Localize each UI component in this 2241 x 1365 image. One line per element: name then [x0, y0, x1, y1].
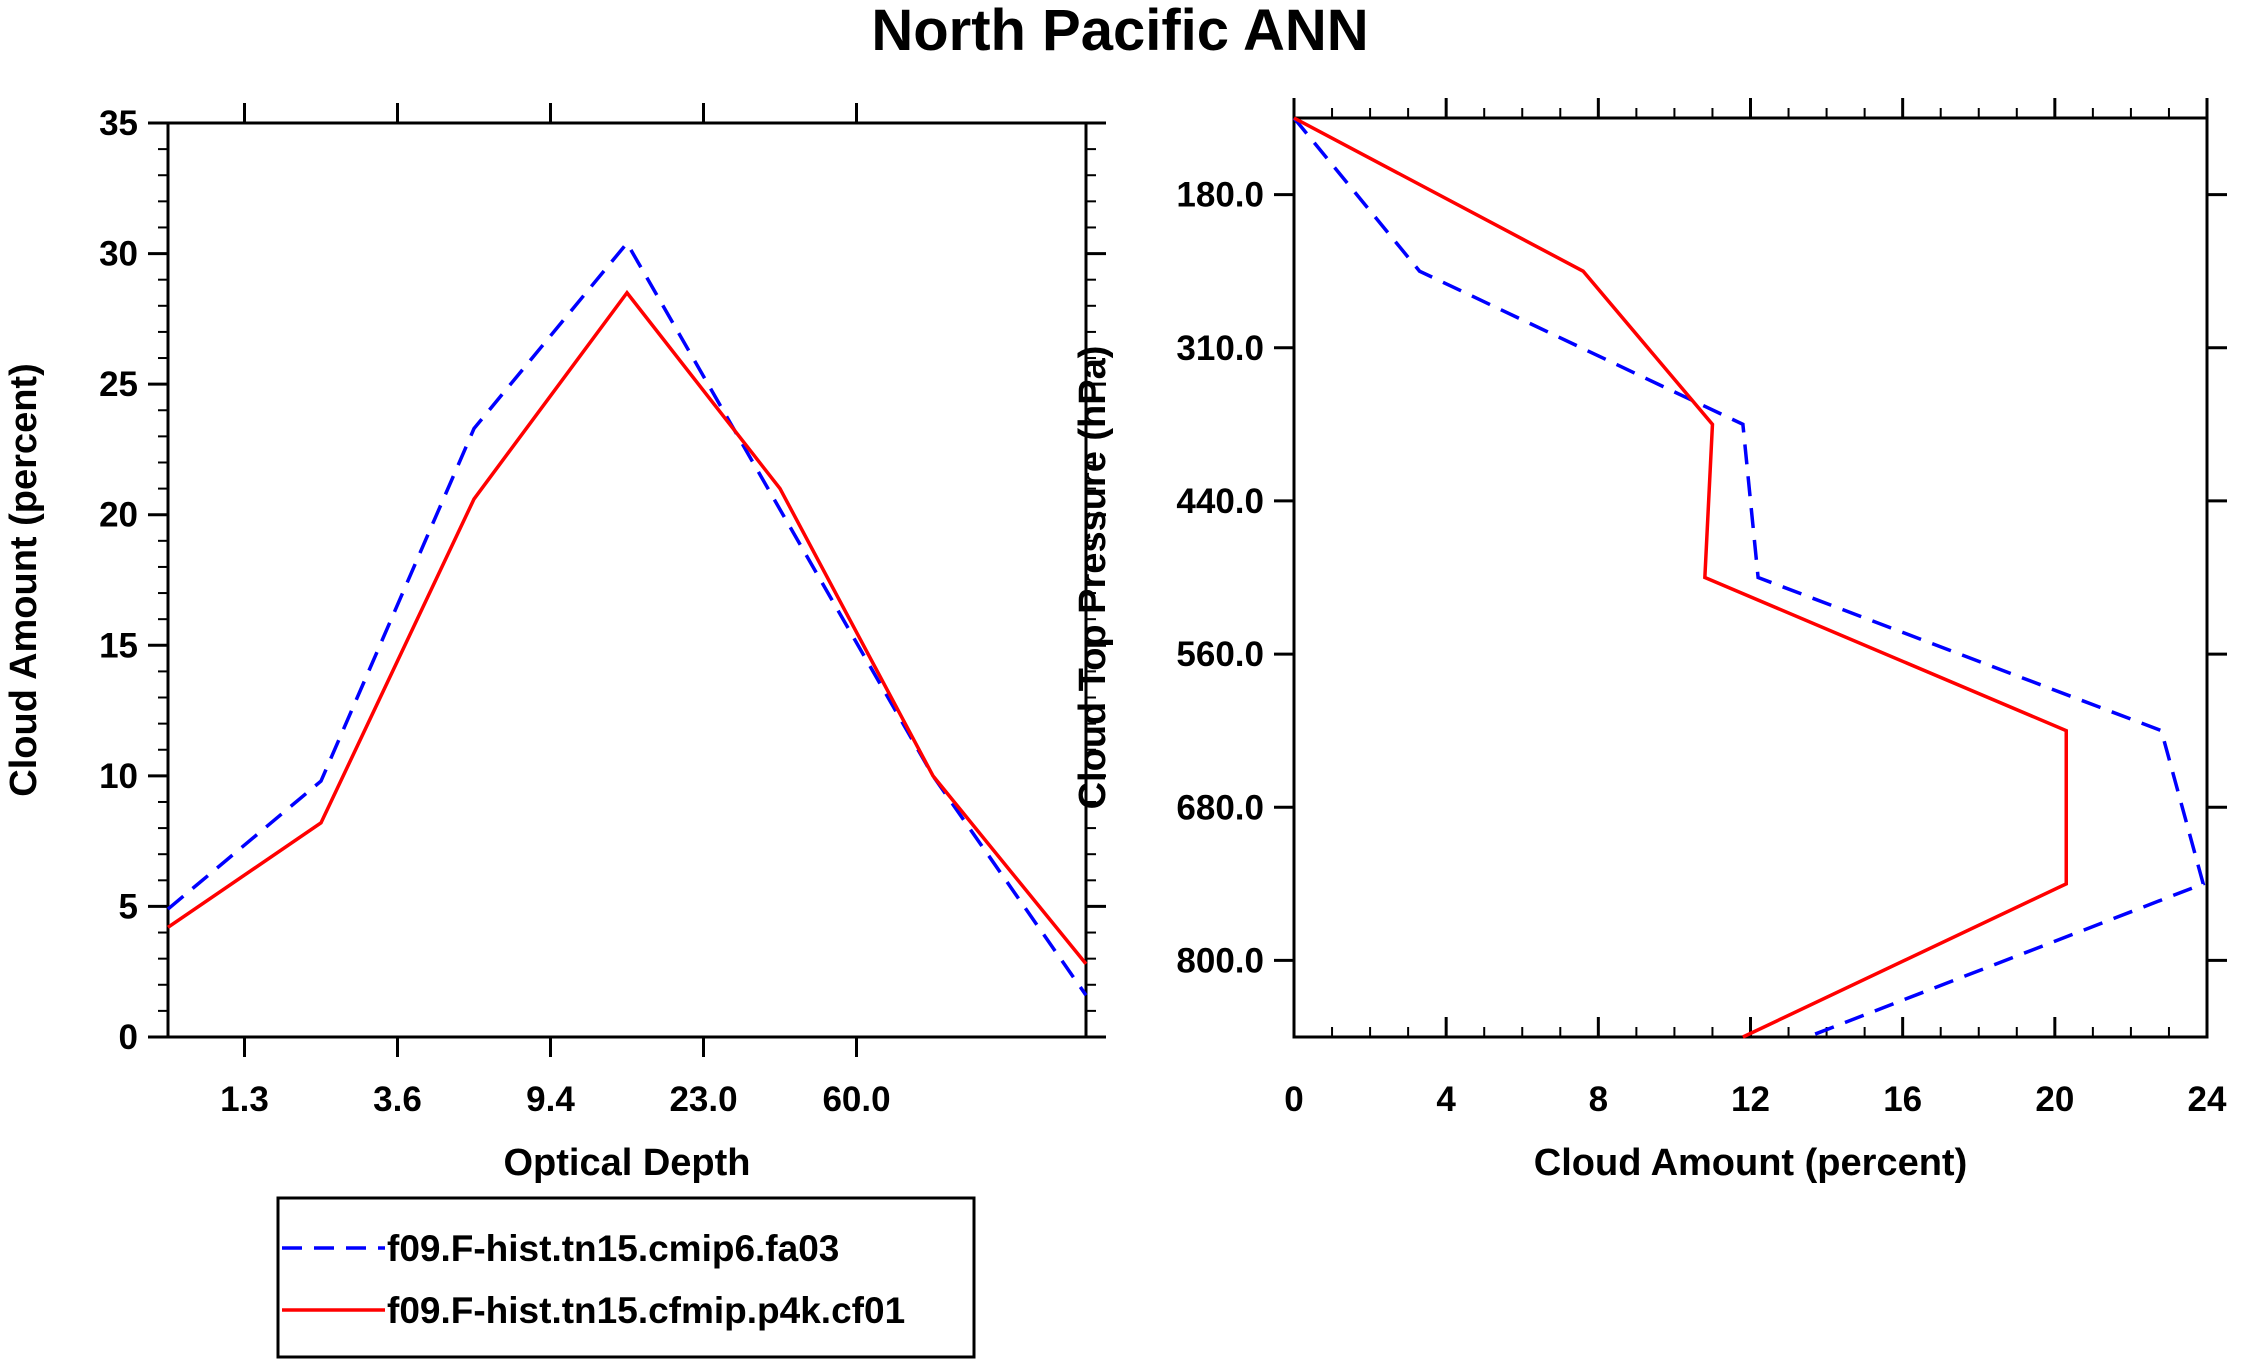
- right-x-axis-label: Cloud Amount (percent): [1534, 1142, 1967, 1184]
- left-y-axis-label: Cloud Amount (percent): [3, 363, 45, 796]
- left-y-tick-label: 0: [119, 1018, 138, 1057]
- left-x-tick-label: 3.6: [373, 1080, 422, 1119]
- right-x-tick-label: 0: [1284, 1080, 1303, 1119]
- left-y-tick-label: 25: [99, 365, 138, 404]
- left-x-tick-label: 9.4: [526, 1080, 575, 1119]
- right-y-axis-label: Cloud Top Pressure (hPa): [1072, 346, 1114, 810]
- right-x-tick-label: 12: [1731, 1080, 1770, 1119]
- left-plot-frame: [166, 121, 1088, 1039]
- right-y-tick-label: 680.0: [1176, 788, 1264, 827]
- right-series-line-0: [1292, 116, 2206, 1039]
- left-y-tick-label: 15: [99, 626, 138, 665]
- left-x-tick-label: 1.3: [220, 1080, 269, 1119]
- figure-title: North Pacific ANN: [871, 0, 1368, 63]
- right-y-tick-label: 440.0: [1176, 482, 1264, 521]
- left-x-tick-label: 23.0: [669, 1080, 737, 1119]
- left-y-tick-label: 5: [119, 887, 138, 926]
- right-x-tick-label: 20: [2035, 1080, 2074, 1119]
- right-x-tick-label: 8: [1589, 1080, 1608, 1119]
- right-y-tick-label: 310.0: [1176, 329, 1264, 368]
- left-series-line-1: [167, 289, 1088, 965]
- left-series-line-0: [166, 240, 1088, 997]
- legend: f09.F-hist.tn15.cmip6.fa03 f09.F-hist.tn…: [276, 1196, 976, 1359]
- right-plot: 0 4 8 12 16 20 24 180.0 310.0 440.0 560.0 680.0 800.…: [1072, 98, 2227, 1184]
- left-plot: 0 5 10 15 20 25 30 35 1.3 3.6 9.4 23.0 60.0 Optical D…: [3, 103, 1106, 1184]
- left-y-tick-label: 30: [99, 235, 138, 274]
- left-y-tick-label: 10: [99, 757, 138, 796]
- right-y-tick-label: 560.0: [1176, 635, 1264, 674]
- legend-label-cmip6: f09.F-hist.tn15.cmip6.fa03: [387, 1228, 839, 1269]
- left-x-tick-label: 60.0: [822, 1080, 890, 1119]
- right-plot-frame: [1292, 116, 2209, 1039]
- left-x-axis-label: Optical Depth: [503, 1142, 750, 1184]
- right-y-tick-label: 180.0: [1176, 176, 1264, 215]
- right-series-line-1: [1293, 116, 2068, 1039]
- right-x-tick-label: 4: [1436, 1080, 1456, 1119]
- legend-label-cfmip: f09.F-hist.tn15.cfmip.p4k.cf01: [387, 1290, 905, 1331]
- left-y-tick-label: 35: [99, 104, 138, 143]
- left-y-tick-label: 20: [99, 496, 138, 535]
- legend-box: [276, 1196, 976, 1359]
- right-x-tick-label: 24: [2188, 1080, 2227, 1119]
- right-y-tick-label: 800.0: [1176, 941, 1264, 980]
- right-x-tick-label: 16: [1883, 1080, 1922, 1119]
